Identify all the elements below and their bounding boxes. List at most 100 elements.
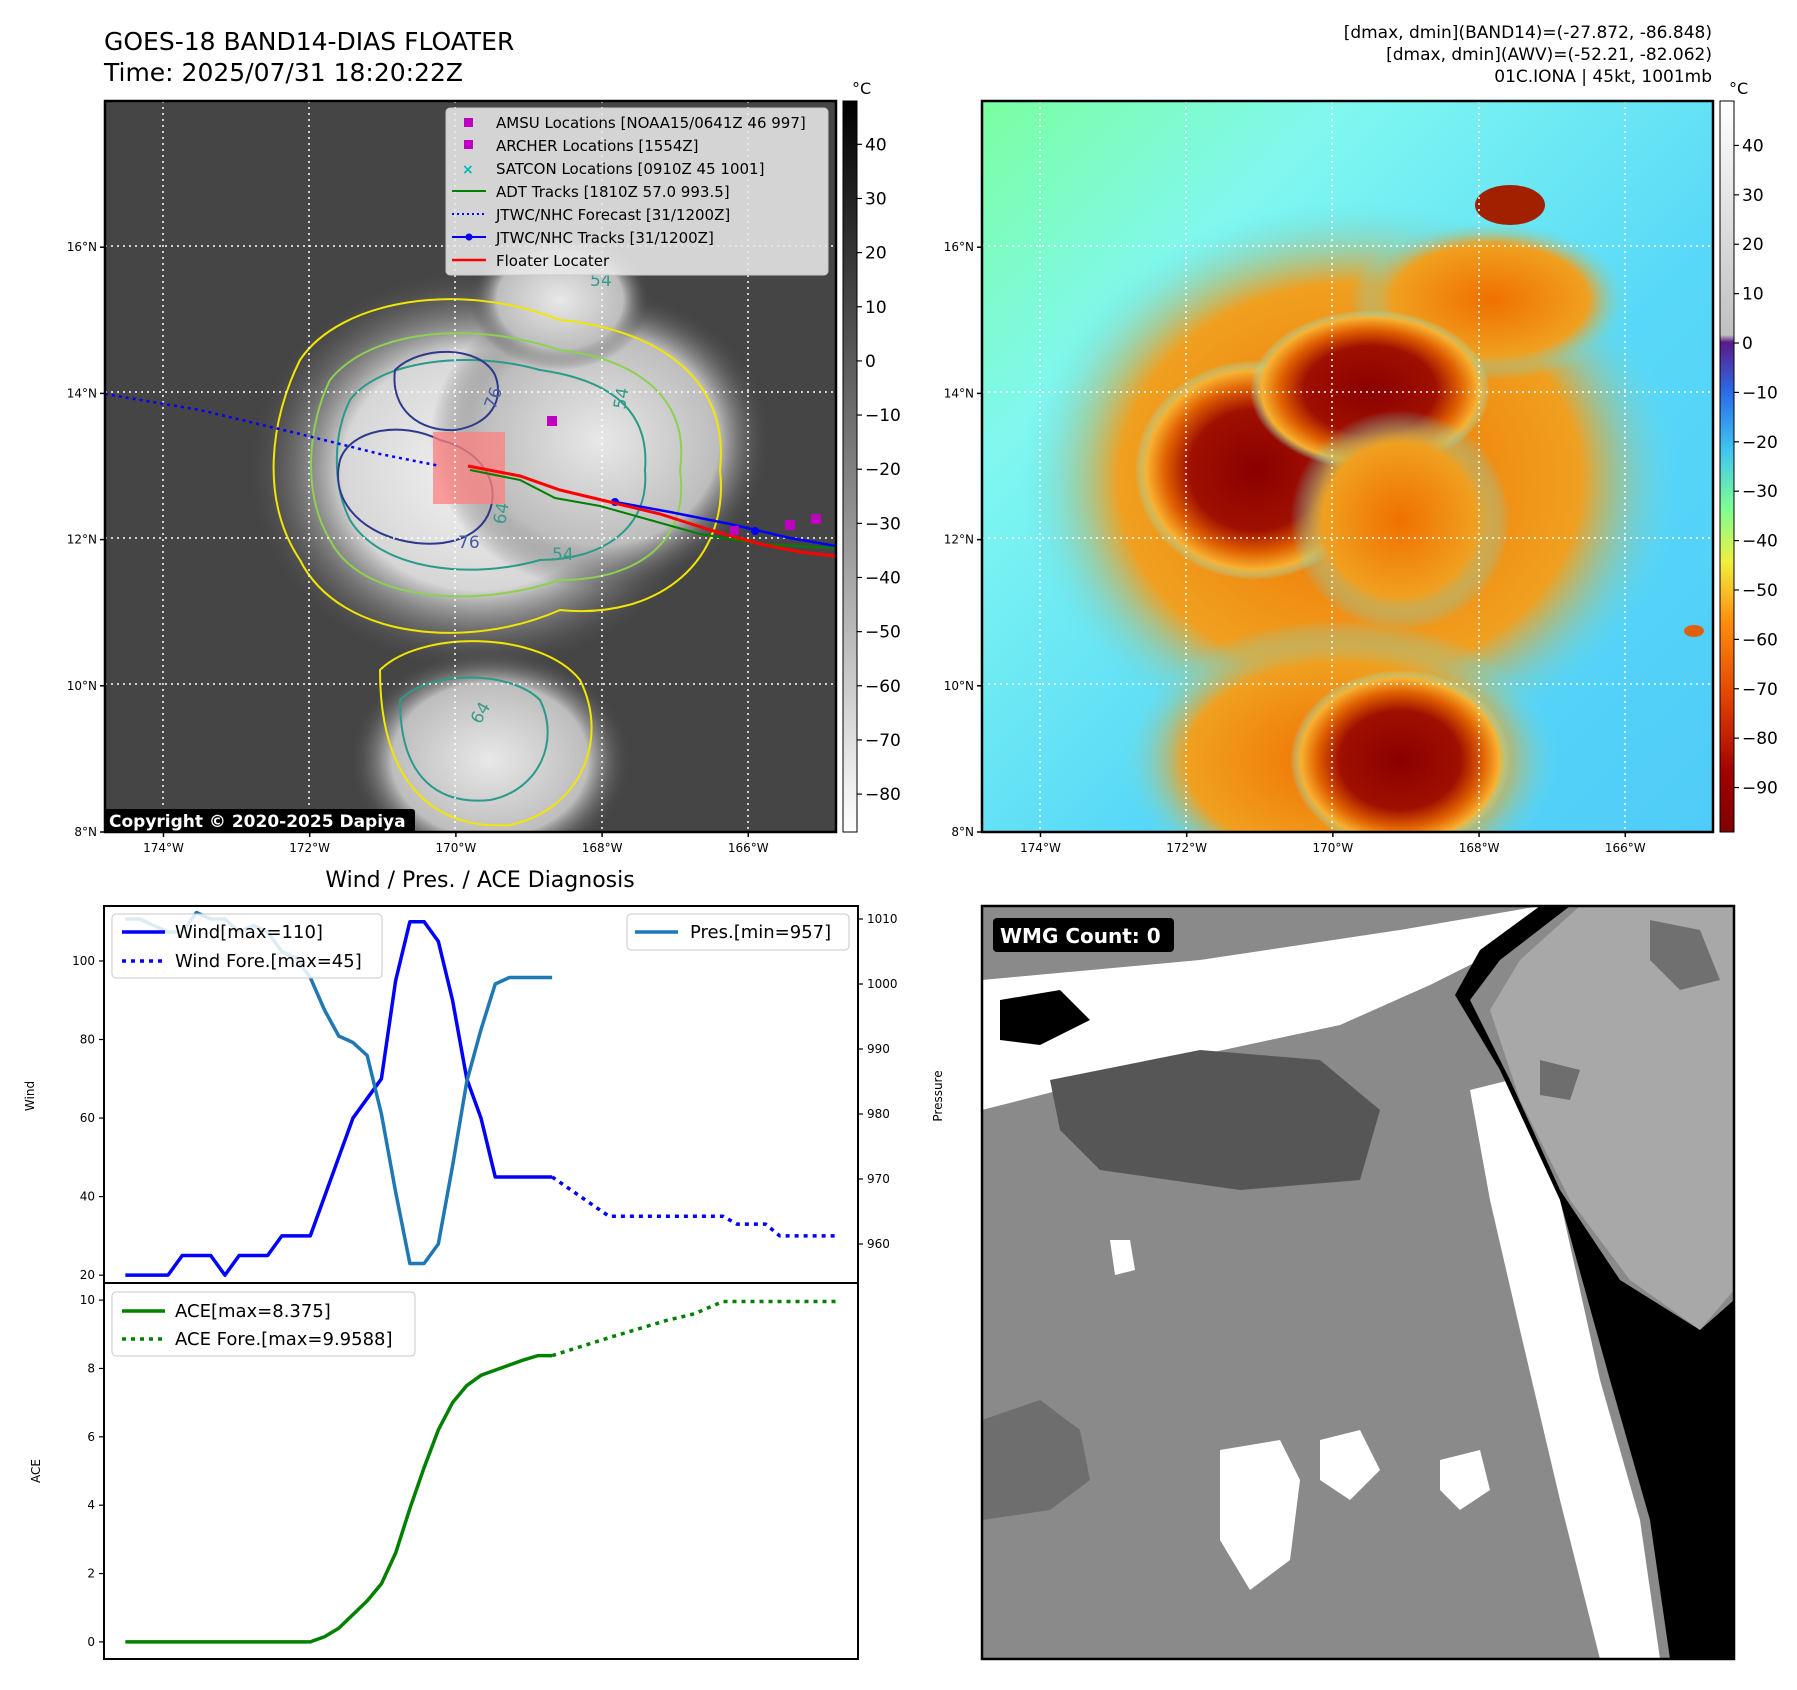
- lat-tick-label: 12°N: [944, 533, 974, 547]
- colorbar-tick-label: 10: [865, 298, 887, 318]
- y2-tick-label: 960: [867, 1237, 890, 1251]
- series-line: [125, 910, 553, 1266]
- lon-tick-label: 170°W: [435, 841, 476, 855]
- legend-label: Floater Locater: [496, 252, 610, 270]
- legend-label: ARCHER Locations [1554Z]: [496, 137, 699, 155]
- colorbar-tick-label: −20: [1742, 433, 1778, 453]
- contour-label: 54: [610, 386, 633, 411]
- y-tick-label: 2: [87, 1567, 95, 1581]
- lat-tick-label: 14°N: [944, 386, 974, 400]
- lat-tick-label: 14°N: [67, 386, 97, 400]
- legend-label: Wind Fore.[max=45]: [175, 951, 362, 972]
- y-tick-label: 6: [87, 1430, 95, 1444]
- y2-tick-label: 970: [867, 1172, 890, 1186]
- y-tick-label: 60: [80, 1111, 95, 1125]
- lon-tick-label: 166°W: [728, 841, 769, 855]
- colorbar-unit: °C: [852, 79, 871, 98]
- map-legend: × AMSU Locations [NOAA15/0641Z 46 997] A…: [445, 107, 829, 276]
- ace-chart: 0 2 4 6 8 10 ACE ACE[max=8.375] ACE Fore.[max…: [29, 1282, 859, 1660]
- legend-label: JTWC/NHC Forecast [31/1200Z]: [495, 206, 730, 224]
- legend-label: ADT Tracks [1810Z 57.0 993.5]: [496, 183, 730, 201]
- forecast-track: [105, 392, 441, 468]
- colorbar-tick-label: −10: [865, 406, 901, 426]
- copyright-text: Copyright © 2020-2025 Dapiya: [109, 812, 406, 832]
- colorbar-tick-label: 40: [1742, 136, 1764, 156]
- y-tick-label: 10: [80, 1293, 95, 1307]
- legend-label: AMSU Locations [NOAA15/0641Z 46 997]: [496, 114, 806, 132]
- colorbar-gray: °C 40 30 20 10 0 −10 −20 −30 −40 −50 −60 −70 −80: [842, 79, 901, 833]
- figure-time: Time: 2025/07/31 18:20:22Z: [103, 58, 463, 87]
- y2-tick-label: 980: [867, 1107, 890, 1121]
- stats-band14: [dmax, dmin](BAND14)=(-27.872, -86.848): [1344, 23, 1712, 43]
- lon-tick-label: 168°W: [1459, 841, 1500, 855]
- ace-axis-label: ACE: [29, 1459, 43, 1483]
- y2-tick-label: 1010: [867, 912, 898, 926]
- lon-tick-label: 166°W: [1605, 841, 1646, 855]
- contour-label: 54: [590, 271, 612, 291]
- y-tick-label: 4: [87, 1498, 95, 1512]
- y-tick-label: 100: [72, 954, 95, 968]
- colorbar-tick-label: −50: [1742, 581, 1778, 601]
- colorbar-tick-label: −60: [1742, 630, 1778, 650]
- lon-tick-label: 174°W: [143, 841, 184, 855]
- series-line: [125, 1353, 553, 1644]
- lon-tick-label: 174°W: [1020, 841, 1061, 855]
- y-tick-label: 20: [80, 1268, 95, 1282]
- figure-title: GOES-18 BAND14-DIAS FLOATER: [104, 27, 514, 56]
- legend-label: JTWC/NHC Tracks [31/1200Z]: [495, 229, 714, 247]
- jtwc-track: [614, 500, 836, 548]
- wind-pressure-chart: 20 40 60 80 100 960 970 980 990 1000 1010 Wind Pre…: [23, 905, 945, 1284]
- magenta-square-icon: [464, 118, 473, 127]
- wmg-count-label: WMG Count: 0: [1000, 924, 1161, 948]
- contour-label: 54: [552, 545, 574, 565]
- colorbar-tick-label: −70: [1742, 680, 1778, 700]
- lat-tick-label: 8°N: [74, 825, 97, 839]
- colorbar-tick-label: −40: [865, 569, 901, 589]
- contour-label: 64: [490, 501, 513, 526]
- colorbar-tick-label: 20: [865, 244, 887, 264]
- legend-label: Wind[max=110]: [175, 922, 323, 943]
- wmg-count-badge: [993, 918, 1174, 952]
- lat-tick-label: 16°N: [67, 240, 97, 254]
- storm-info: 01C.IONA | 45kt, 1001mb: [1494, 67, 1712, 87]
- diagnosis-title: Wind / Pres. / ACE Diagnosis: [325, 868, 634, 893]
- colorbar-color: °C 40 30 20 10 0 −10 −20 −30 −40 −50 −60 −70 −80 −90: [1719, 79, 1778, 833]
- legend-label: ACE Fore.[max=9.9588]: [175, 1329, 393, 1350]
- series-line: [125, 919, 553, 1277]
- y-tick-label: 80: [80, 1033, 95, 1047]
- wind-axis-label: Wind: [23, 1081, 37, 1111]
- colorbar-tick-label: −20: [865, 460, 901, 480]
- series-line: [551, 1299, 837, 1358]
- floater-locater: [467, 464, 836, 558]
- colorbar-tick-label: 0: [1742, 334, 1753, 354]
- y-tick-label: 40: [80, 1190, 95, 1204]
- pressure-axis-label: Pressure: [931, 1070, 945, 1121]
- colorbar-tick-label: −40: [1742, 532, 1778, 552]
- colorbar-tick-label: −70: [865, 731, 901, 751]
- stats-awv: [dmax, dmin](AWV)=(-52.21, -82.062): [1386, 45, 1712, 65]
- lat-tick-label: 16°N: [944, 240, 974, 254]
- legend-label: SATCON Locations [0910Z 45 1001]: [496, 160, 764, 178]
- colorbar-tick-label: 10: [1742, 285, 1764, 305]
- colorbar-tick-label: 30: [865, 189, 887, 209]
- wmg-panel: WMG Count: 0: [980, 904, 1736, 1661]
- colorbar-tick-label: −10: [1742, 383, 1778, 403]
- colorbar-tick-label: −80: [865, 785, 901, 805]
- copyright-badge: [104, 809, 415, 833]
- lon-tick-label: 172°W: [289, 841, 330, 855]
- colorbar-tick-label: 20: [1742, 235, 1764, 255]
- y-tick-label: 0: [87, 1635, 95, 1649]
- colorbar-tick-label: 40: [865, 135, 887, 155]
- lon-tick-label: 168°W: [582, 841, 623, 855]
- lat-tick-label: 10°N: [67, 679, 97, 693]
- legend-label: ACE[max=8.375]: [175, 1301, 331, 1322]
- lon-tick-label: 172°W: [1166, 841, 1207, 855]
- y2-tick-label: 990: [867, 1042, 890, 1056]
- y2-tick-label: 1000: [867, 977, 898, 991]
- colorbar-tick-label: 0: [865, 352, 876, 372]
- lon-tick-label: 170°W: [1312, 841, 1353, 855]
- contour-label: 76: [458, 533, 480, 553]
- lat-tick-label: 10°N: [944, 679, 974, 693]
- colorbar-tick-label: 30: [1742, 186, 1764, 206]
- colorbar-tick-label: −60: [865, 677, 901, 697]
